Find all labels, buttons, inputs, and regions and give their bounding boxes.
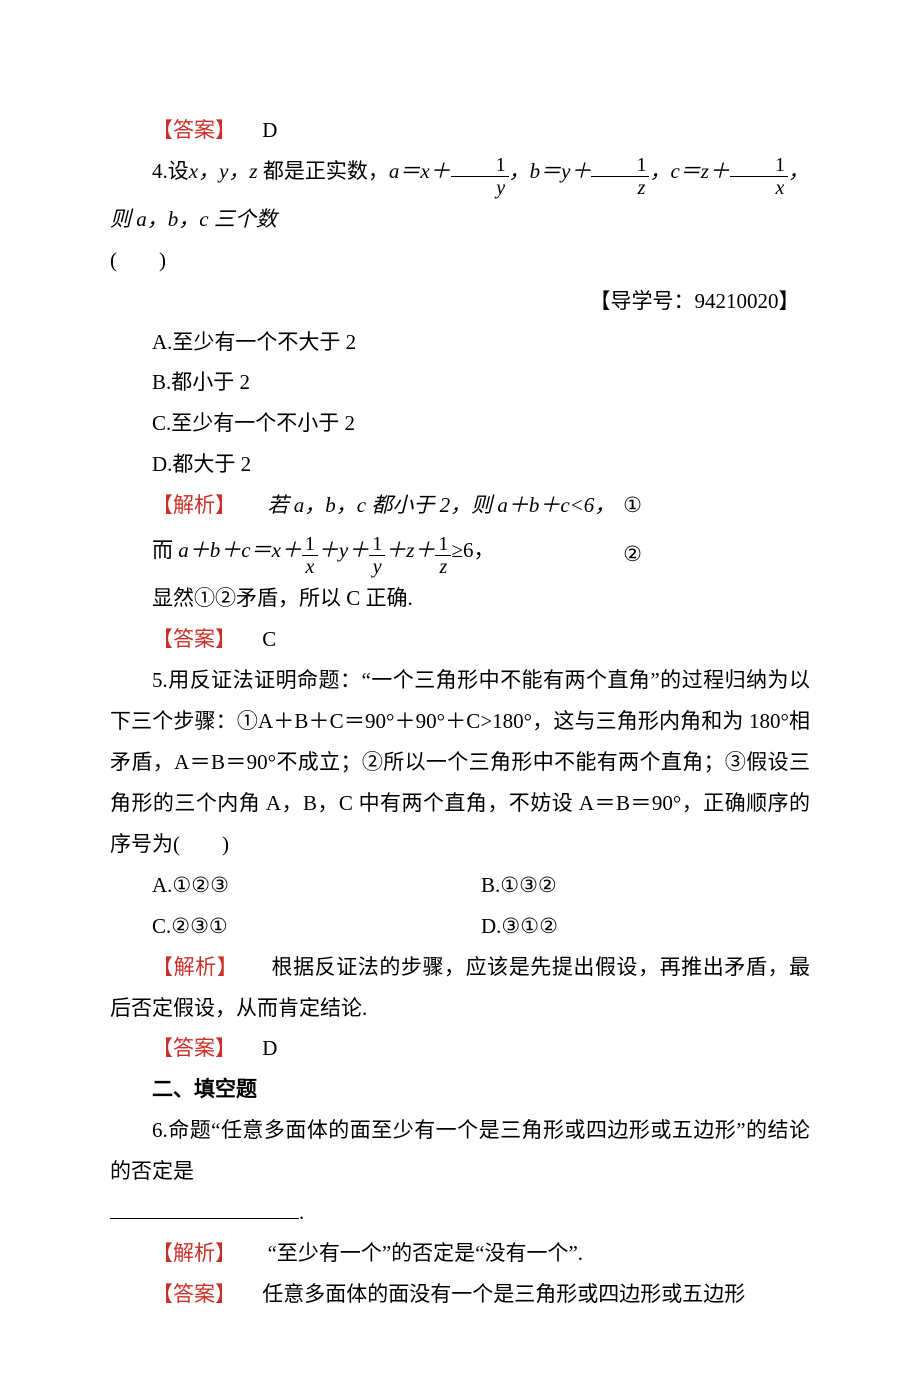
section2-title-text: 二、填空题 — [152, 1077, 257, 1101]
answer-label: 【答案】 — [152, 118, 236, 142]
q6-period: . — [299, 1200, 304, 1224]
frac-den: x — [730, 177, 788, 199]
q4-answer-line: 【答案】 C — [110, 619, 810, 660]
section2-title: 二、填空题 — [110, 1069, 810, 1110]
q4-ana2-tail: ≥6， — [451, 538, 494, 562]
q4-b-eq: ，b＝y＋ — [509, 159, 592, 183]
q5-opt-a: A.①②③ — [152, 865, 481, 906]
q4-opt-a: A.至少有一个不大于 2 — [110, 322, 810, 363]
guide-suffix: 】 — [779, 289, 800, 313]
q4-analysis-line1: 【解析】 若 a，b，c 都小于 2，则 a＋b＋c<6， ① — [110, 485, 810, 526]
frac-num: 1 — [302, 533, 318, 556]
q4-mark1: ① — [615, 485, 810, 526]
q4-guide: 【导学号：94210020】 — [110, 281, 810, 322]
frac-num: 1 — [730, 154, 788, 177]
q5-opt-b: B.①③② — [481, 865, 810, 906]
q4-frac-b: 1z — [591, 154, 649, 199]
q5-analysis: 【解析】 根据反证法的步骤，应该是先提出假设，再推出矛盾，最后否定假设，从而肯定… — [110, 947, 810, 1029]
analysis-label: 【解析】 — [152, 493, 236, 517]
q6-stem-text: 6.命题“任意多面体的面至少有一个是三角形或四边形或五边形”的结论的否定是 — [110, 1118, 810, 1183]
q4-mid1: 都是正实数， — [258, 159, 389, 183]
q5-opt-d: D.③①② — [481, 906, 810, 947]
frac-num: 1 — [369, 533, 385, 556]
q4-frac2-b: 1y — [369, 533, 385, 578]
q5-opts-row2: C.②③① D.③①② — [110, 906, 810, 947]
q4-stem-prefix: 4.设 — [152, 159, 189, 183]
q4-analysis-conclude: 显然①②矛盾，所以 C 正确. — [110, 578, 810, 619]
frac-num: 1 — [435, 533, 451, 556]
q4-frac-c: 1x — [730, 154, 788, 199]
frac-num: 1 — [451, 154, 509, 177]
q4-ana2-eq1: a＋b＋c＝x＋ — [178, 538, 302, 562]
q4-mark2: ② — [494, 534, 810, 575]
q4-a-eq: a＝x＋ — [389, 159, 451, 183]
q5-answer-value: D — [241, 1036, 277, 1060]
fill-blank — [110, 1218, 299, 1219]
frac-den: z — [591, 177, 649, 199]
q6-analysis: 【解析】 “至少有一个”的否定是“没有一个”. — [110, 1233, 810, 1274]
analysis-label: 【解析】 — [152, 955, 238, 979]
answer-label: 【答案】 — [152, 1282, 236, 1306]
q4-c-eq: ，c＝z＋ — [649, 159, 730, 183]
q4-analysis-line2: 而 a＋b＋c＝x＋1x＋y＋1y＋z＋1z≥6， ② — [110, 530, 810, 578]
q4-stem: 4.设x，y，z 都是正实数，a＝x＋1y，b＝y＋1z，c＝z＋1x，则 a，… — [110, 151, 810, 240]
guide-number: 94210020 — [695, 289, 779, 313]
frac-den: y — [369, 556, 385, 578]
frac-den: x — [302, 556, 318, 578]
q5-stem: 5.用反证法证明命题：“一个三角形中不能有两个直角”的过程归纳为以下三个步骤：①… — [110, 660, 810, 865]
frac-den: z — [435, 556, 451, 578]
q4-frac2-a: 1x — [302, 533, 318, 578]
q3-answer-line: 【答案】 D — [110, 110, 810, 151]
frac-den: y — [451, 177, 509, 199]
q4-answer-value: C — [241, 627, 276, 651]
q6-answer-line: 【答案】 任意多面体的面没有一个是三角形或四边形或五边形 — [110, 1274, 810, 1315]
q6-blank-line: . — [110, 1192, 810, 1233]
q6-stem: 6.命题“任意多面体的面至少有一个是三角形或四边形或五边形”的结论的否定是 — [110, 1110, 810, 1192]
q4-frac2-c: 1z — [435, 533, 451, 578]
q5-answer-line: 【答案】 D — [110, 1028, 810, 1069]
page-container: 【答案】 D 4.设x，y，z 都是正实数，a＝x＋1y，b＝y＋1z，c＝z＋… — [0, 0, 920, 1375]
q5-opt-c: C.②③① — [152, 906, 481, 947]
guide-prefix: 【导学号： — [590, 289, 695, 313]
q4-opt-b: B.都小于 2 — [110, 362, 810, 403]
q3-answer-value: D — [241, 118, 277, 142]
q4-opt-d: D.都大于 2 — [110, 444, 810, 485]
frac-num: 1 — [591, 154, 649, 177]
q6-analysis-text: “至少有一个”的否定是“没有一个”. — [268, 1241, 584, 1265]
q5-opts-row1: A.①②③ B.①③② — [110, 865, 810, 906]
q5-stem-text: 5.用反证法证明命题：“一个三角形中不能有两个直角”的过程归纳为以下三个步骤：①… — [110, 668, 810, 856]
q4-ana-prefix: 若 a，b，c 都小于 2，则 a＋b＋c<6， — [268, 493, 616, 517]
q4-opt-c: C.至少有一个不小于 2 — [110, 403, 810, 444]
q4-vars: x，y，z — [189, 159, 258, 183]
q4-ana2-lead: 而 — [152, 538, 178, 562]
q4-ana2-eq2: ＋y＋ — [318, 538, 369, 562]
q4-ana2-eq3: ＋z＋ — [385, 538, 435, 562]
q4-paren: ( ) — [110, 240, 810, 281]
analysis-label: 【解析】 — [152, 1241, 236, 1265]
answer-label: 【答案】 — [152, 627, 236, 651]
q4-frac-a: 1y — [451, 154, 509, 199]
q6-answer-value: 任意多面体的面没有一个是三角形或四边形或五边形 — [241, 1282, 745, 1306]
answer-label: 【答案】 — [152, 1036, 236, 1060]
